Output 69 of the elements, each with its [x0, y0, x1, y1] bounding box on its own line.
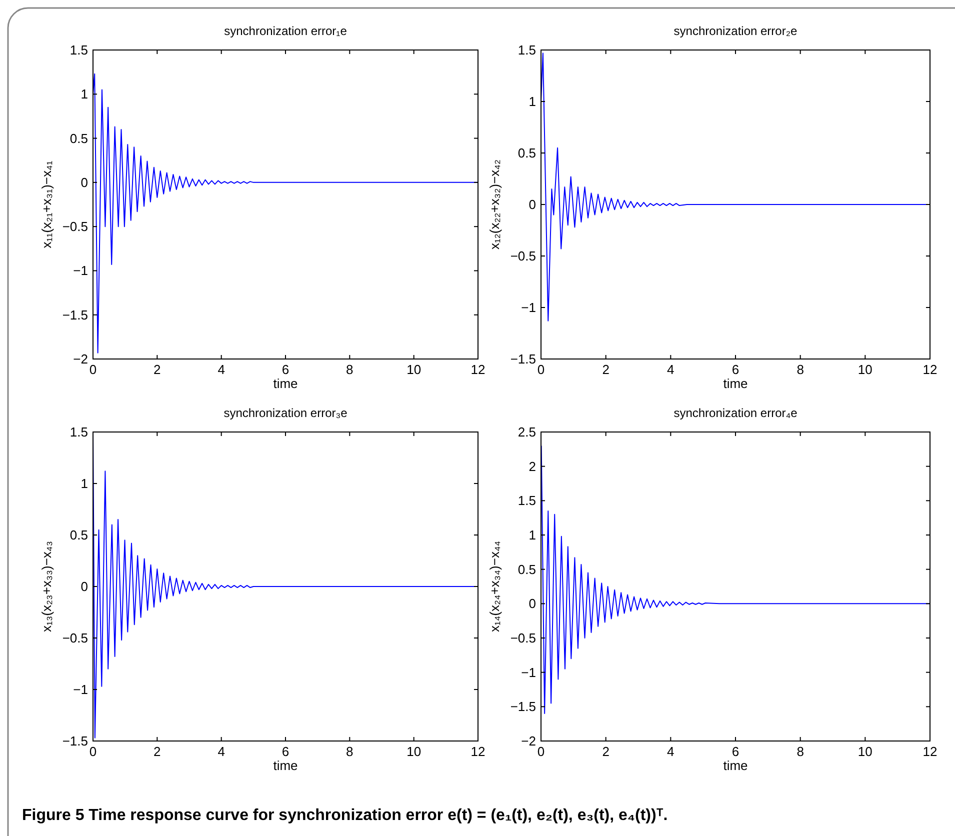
x-tick-label: 10 [406, 362, 422, 377]
y-tick-label: −1 [521, 664, 536, 680]
x-tick-label: 4 [667, 744, 674, 759]
x-tick-label: 12 [470, 362, 486, 377]
x-tick-label: 8 [796, 362, 804, 377]
chart-title: synchronization error₂e [674, 24, 798, 38]
x-axis-title: time [273, 758, 298, 773]
x-tick-label: 4 [218, 744, 225, 759]
x-tick-label: 2 [154, 362, 161, 377]
x-tick-label: 4 [667, 362, 674, 377]
y-tick-label: −0.5 [62, 630, 88, 646]
x-tick-label: 6 [732, 362, 740, 377]
x-axis-title: time [723, 376, 748, 391]
y-tick-label: −1 [521, 300, 536, 315]
chart-title: synchronization error₄e [674, 406, 798, 420]
y-tick-label: 1 [80, 86, 88, 102]
x-tick-label: 2 [602, 362, 610, 377]
y-tick-label: 1.5 [70, 42, 88, 58]
y-tick-label: −0.5 [510, 248, 536, 264]
y-tick-label: −2 [73, 352, 88, 366]
x-tick-label: 10 [858, 744, 872, 759]
y-tick-label: −2 [521, 734, 536, 748]
y-tick-label: 0.5 [70, 130, 88, 146]
x-tick-label: 6 [282, 744, 290, 759]
y-tick-label: 0 [528, 596, 536, 612]
x-tick-label: 8 [346, 744, 354, 759]
y-tick-label: 1 [528, 94, 536, 109]
y-tick-label: 0.5 [70, 528, 88, 542]
y-tick-label: −1.5 [62, 734, 88, 748]
chart-title: synchronization error₁e [224, 24, 348, 38]
y-tick-label: 0 [80, 174, 88, 190]
x-tick-label: 10 [406, 744, 422, 759]
y-tick-label: 0 [528, 197, 536, 212]
y-tick-label: 1.5 [518, 42, 536, 58]
x-tick-label: 12 [922, 744, 938, 759]
x-tick-label: 2 [154, 744, 161, 759]
y-tick-label: −1.5 [62, 307, 88, 322]
y-tick-label: 0.5 [518, 562, 536, 577]
x-tick-label: 6 [282, 362, 290, 377]
y-tick-label: 1.5 [518, 493, 536, 508]
y-tick-label: 0.5 [518, 146, 536, 160]
y-tick-label: 2.5 [518, 424, 536, 440]
y-tick-label: 1 [528, 528, 536, 542]
caption: Figure 5 Time response curve for synchronization error e(t) = (e₁(t), e₂(t), e₃(t), e₄(t))ᵀ. [22, 807, 668, 824]
x-axis-title: time [723, 758, 748, 773]
x-tick-label: 6 [732, 744, 740, 759]
y-tick-label: −1.5 [510, 699, 536, 714]
y-axis-title: x₁₄(x₂₄+x₃₄)−x₄₄ [487, 540, 502, 632]
chart-title: synchronization error₃e [224, 406, 348, 420]
y-tick-label: 0 [80, 579, 88, 594]
x-tick-label: 10 [858, 362, 872, 377]
y-tick-label: −1.5 [510, 352, 536, 366]
y-axis-title: x₁₂(x₂₂+x₃₂)−x₄₂ [487, 159, 502, 250]
y-tick-label: −1 [73, 263, 88, 278]
x-axis-title: time [273, 376, 298, 391]
x-tick-label: 2 [602, 744, 610, 759]
x-tick-label: 12 [922, 362, 938, 377]
x-tick-label: 8 [346, 362, 354, 377]
y-axis-title: x₁₁(x₂₁+x₃₁)−x₄₁ [39, 160, 54, 248]
x-tick-label: 8 [796, 744, 804, 759]
y-tick-label: 1.5 [70, 424, 88, 440]
y-tick-label: −1 [73, 682, 88, 697]
y-tick-label: −0.5 [510, 630, 536, 646]
y-axis-title: x₁₃(x₂₃+x₃₃)−x₄₃ [39, 540, 54, 632]
y-tick-label: −0.5 [62, 219, 88, 234]
x-tick-label: 12 [470, 744, 486, 759]
y-tick-label: 1 [80, 476, 88, 491]
x-tick-label: 4 [218, 362, 225, 377]
y-tick-label: 2 [528, 458, 536, 474]
